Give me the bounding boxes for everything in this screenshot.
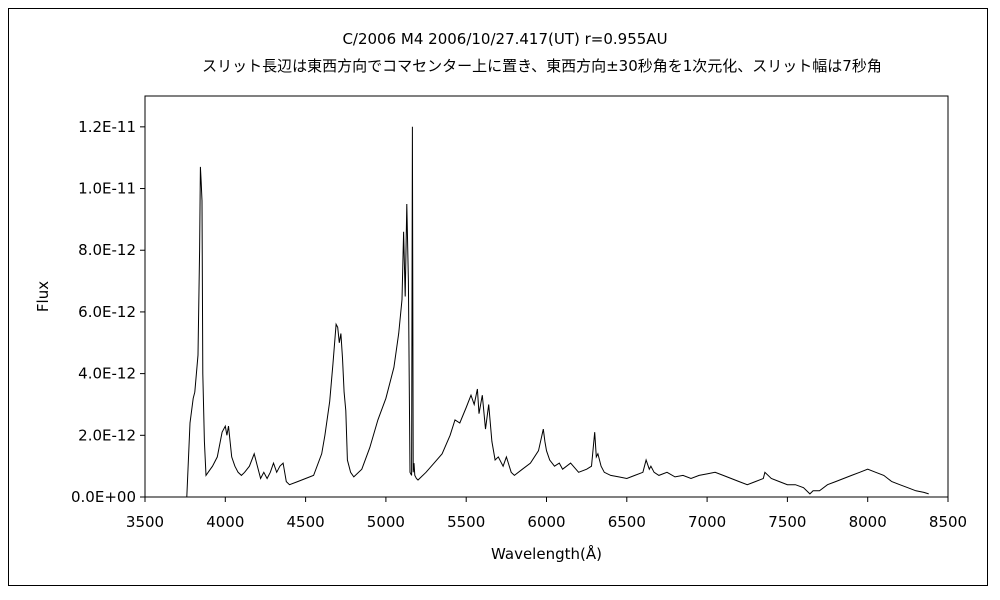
x-tick-label: 6000 xyxy=(527,513,565,531)
y-tick-label: 1.2E-11 xyxy=(78,118,136,136)
x-tick-label: 4000 xyxy=(206,513,244,531)
chart-subtitle: スリット長辺は東西方向でコマセンター上に置き、東西方向±30秒角を1次元化、スリ… xyxy=(202,57,882,75)
y-axis-label: Flux xyxy=(34,281,52,312)
x-axis: 3500 4000 4500 5000 5500 6000 6500 7000 7500 8000… xyxy=(126,497,967,531)
chart-title: C/2006 M4 2006/10/27.417(UT) r=0.955AU xyxy=(342,30,668,48)
x-tick-label: 8500 xyxy=(929,513,967,531)
y-axis: 0.0E+00 2.0E-12 4.0E-12 6.0E-12 8.0E-12 1.0E-… xyxy=(71,118,145,506)
x-tick-label: 5000 xyxy=(367,513,405,531)
y-tick-label: 6.0E-12 xyxy=(78,303,136,321)
y-tick-label: 2.0E-12 xyxy=(78,426,136,444)
x-tick-label: 7500 xyxy=(768,513,806,531)
x-axis-label: Wavelength(Å) xyxy=(491,544,602,563)
chart-frame xyxy=(8,8,988,586)
y-tick-label: 0.0E+00 xyxy=(71,488,136,506)
x-tick-label: 5500 xyxy=(447,513,485,531)
x-tick-label: 8000 xyxy=(849,513,887,531)
spectrum-line xyxy=(186,126,929,498)
x-tick-label: 4500 xyxy=(287,513,325,531)
y-tick-label: 4.0E-12 xyxy=(78,365,136,383)
y-tick-label: 8.0E-12 xyxy=(78,241,136,259)
x-tick-label: 3500 xyxy=(126,513,164,531)
x-tick-label: 7000 xyxy=(688,513,726,531)
y-tick-label: 1.0E-11 xyxy=(78,180,136,198)
plot-area xyxy=(144,95,949,498)
x-tick-label: 6500 xyxy=(608,513,646,531)
